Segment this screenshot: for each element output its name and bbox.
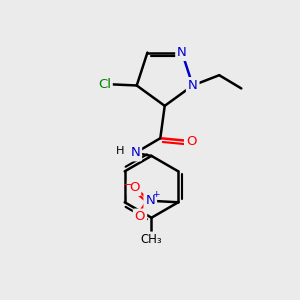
Text: −: − bbox=[123, 180, 132, 190]
Text: Cl: Cl bbox=[98, 77, 111, 91]
Text: O: O bbox=[186, 135, 196, 148]
Text: H: H bbox=[116, 146, 124, 156]
Text: N: N bbox=[130, 146, 140, 159]
Text: O: O bbox=[135, 211, 145, 224]
Text: N: N bbox=[177, 46, 187, 59]
Text: O: O bbox=[129, 181, 139, 194]
Text: N: N bbox=[188, 79, 198, 92]
Text: CH₃: CH₃ bbox=[141, 233, 162, 246]
Text: +: + bbox=[152, 190, 160, 200]
Text: N: N bbox=[146, 194, 155, 207]
